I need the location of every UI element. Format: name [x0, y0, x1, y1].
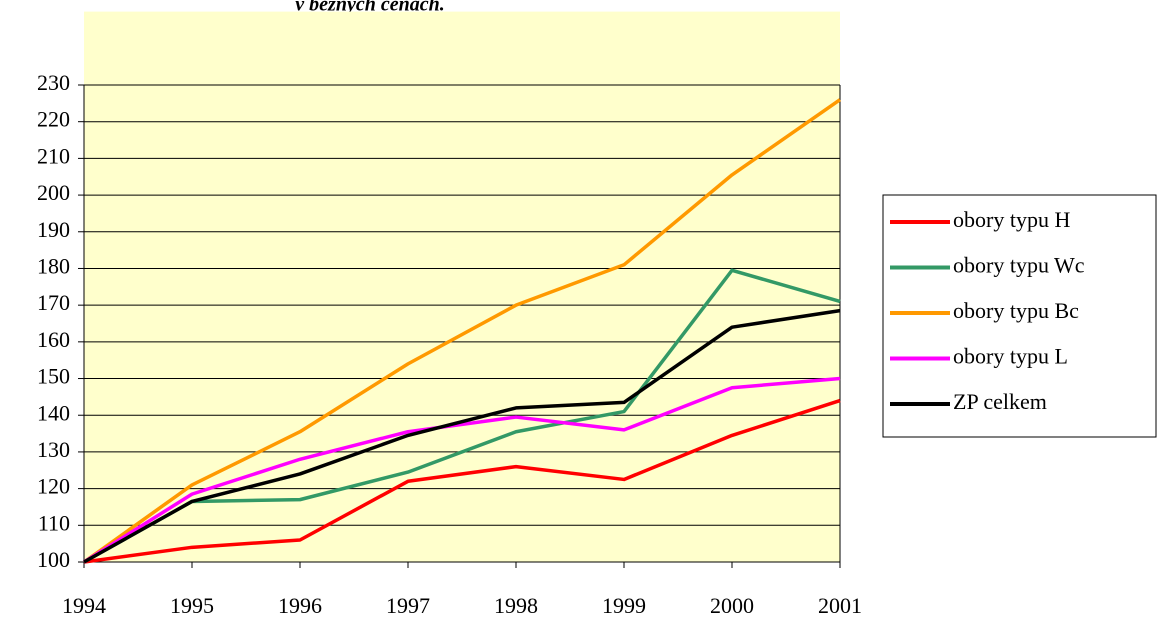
x-tick-label: 2001	[818, 593, 862, 618]
series-line	[83, 398, 841, 564]
x-tick-label: 1998	[494, 593, 538, 618]
y-tick-label: 230	[37, 70, 70, 95]
series-line	[83, 308, 841, 564]
plot-area	[84, 11, 840, 563]
y-tick-label: 140	[37, 400, 70, 425]
series-line	[83, 268, 841, 564]
y-tick-label: 130	[37, 437, 70, 462]
y-tick-label: 210	[37, 143, 70, 168]
x-tick-label: 1997	[386, 593, 430, 618]
y-tick-label: 220	[37, 107, 70, 132]
legend-label: obory typu Wc	[953, 253, 1085, 278]
y-tick-label: 120	[37, 474, 70, 499]
y-tick-label: 200	[37, 180, 70, 205]
y-tick-label: 150	[37, 364, 70, 389]
series-line	[83, 376, 841, 564]
y-tick-label: 160	[37, 327, 70, 352]
legend-label: obory typu Bc	[953, 298, 1079, 323]
legend-label: ZP celkem	[953, 389, 1047, 414]
y-tick-label: 100	[37, 547, 70, 572]
legend-label: obory typu H	[953, 207, 1070, 232]
y-tick-label: 190	[37, 217, 70, 242]
series-line	[82, 98, 842, 564]
legend-box	[882, 194, 1157, 438]
y-tick-label: 170	[37, 290, 70, 315]
x-tick-label: 1999	[602, 593, 646, 618]
y-tick-label: 180	[37, 254, 70, 279]
x-tick-label: 1995	[170, 593, 214, 618]
x-tick-label: 2000	[710, 593, 754, 618]
x-tick-label: 1996	[278, 593, 322, 618]
y-tick-label: 110	[38, 510, 70, 535]
x-tick-label: 1994	[62, 593, 106, 618]
legend-label: obory typu L	[953, 344, 1068, 369]
